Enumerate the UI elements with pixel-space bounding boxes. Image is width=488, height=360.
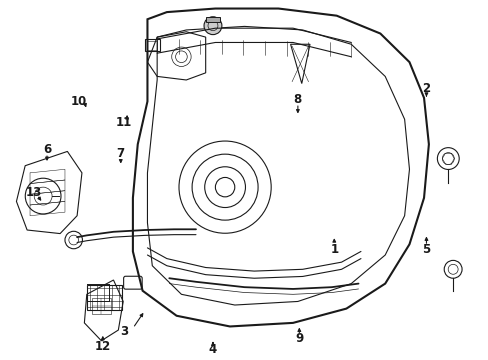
Text: 3: 3 bbox=[120, 325, 128, 338]
Text: 12: 12 bbox=[95, 339, 111, 352]
Text: 10: 10 bbox=[70, 95, 86, 108]
Text: 8: 8 bbox=[293, 93, 302, 106]
Text: 1: 1 bbox=[329, 243, 338, 256]
Text: 2: 2 bbox=[422, 82, 429, 95]
Text: 9: 9 bbox=[295, 333, 303, 346]
Text: 4: 4 bbox=[208, 343, 217, 356]
FancyBboxPatch shape bbox=[205, 17, 220, 22]
Text: 11: 11 bbox=[116, 116, 132, 129]
Text: 13: 13 bbox=[25, 186, 41, 199]
Text: 5: 5 bbox=[422, 243, 430, 256]
Text: 7: 7 bbox=[117, 147, 124, 160]
Text: 6: 6 bbox=[43, 143, 51, 156]
Circle shape bbox=[203, 17, 222, 35]
